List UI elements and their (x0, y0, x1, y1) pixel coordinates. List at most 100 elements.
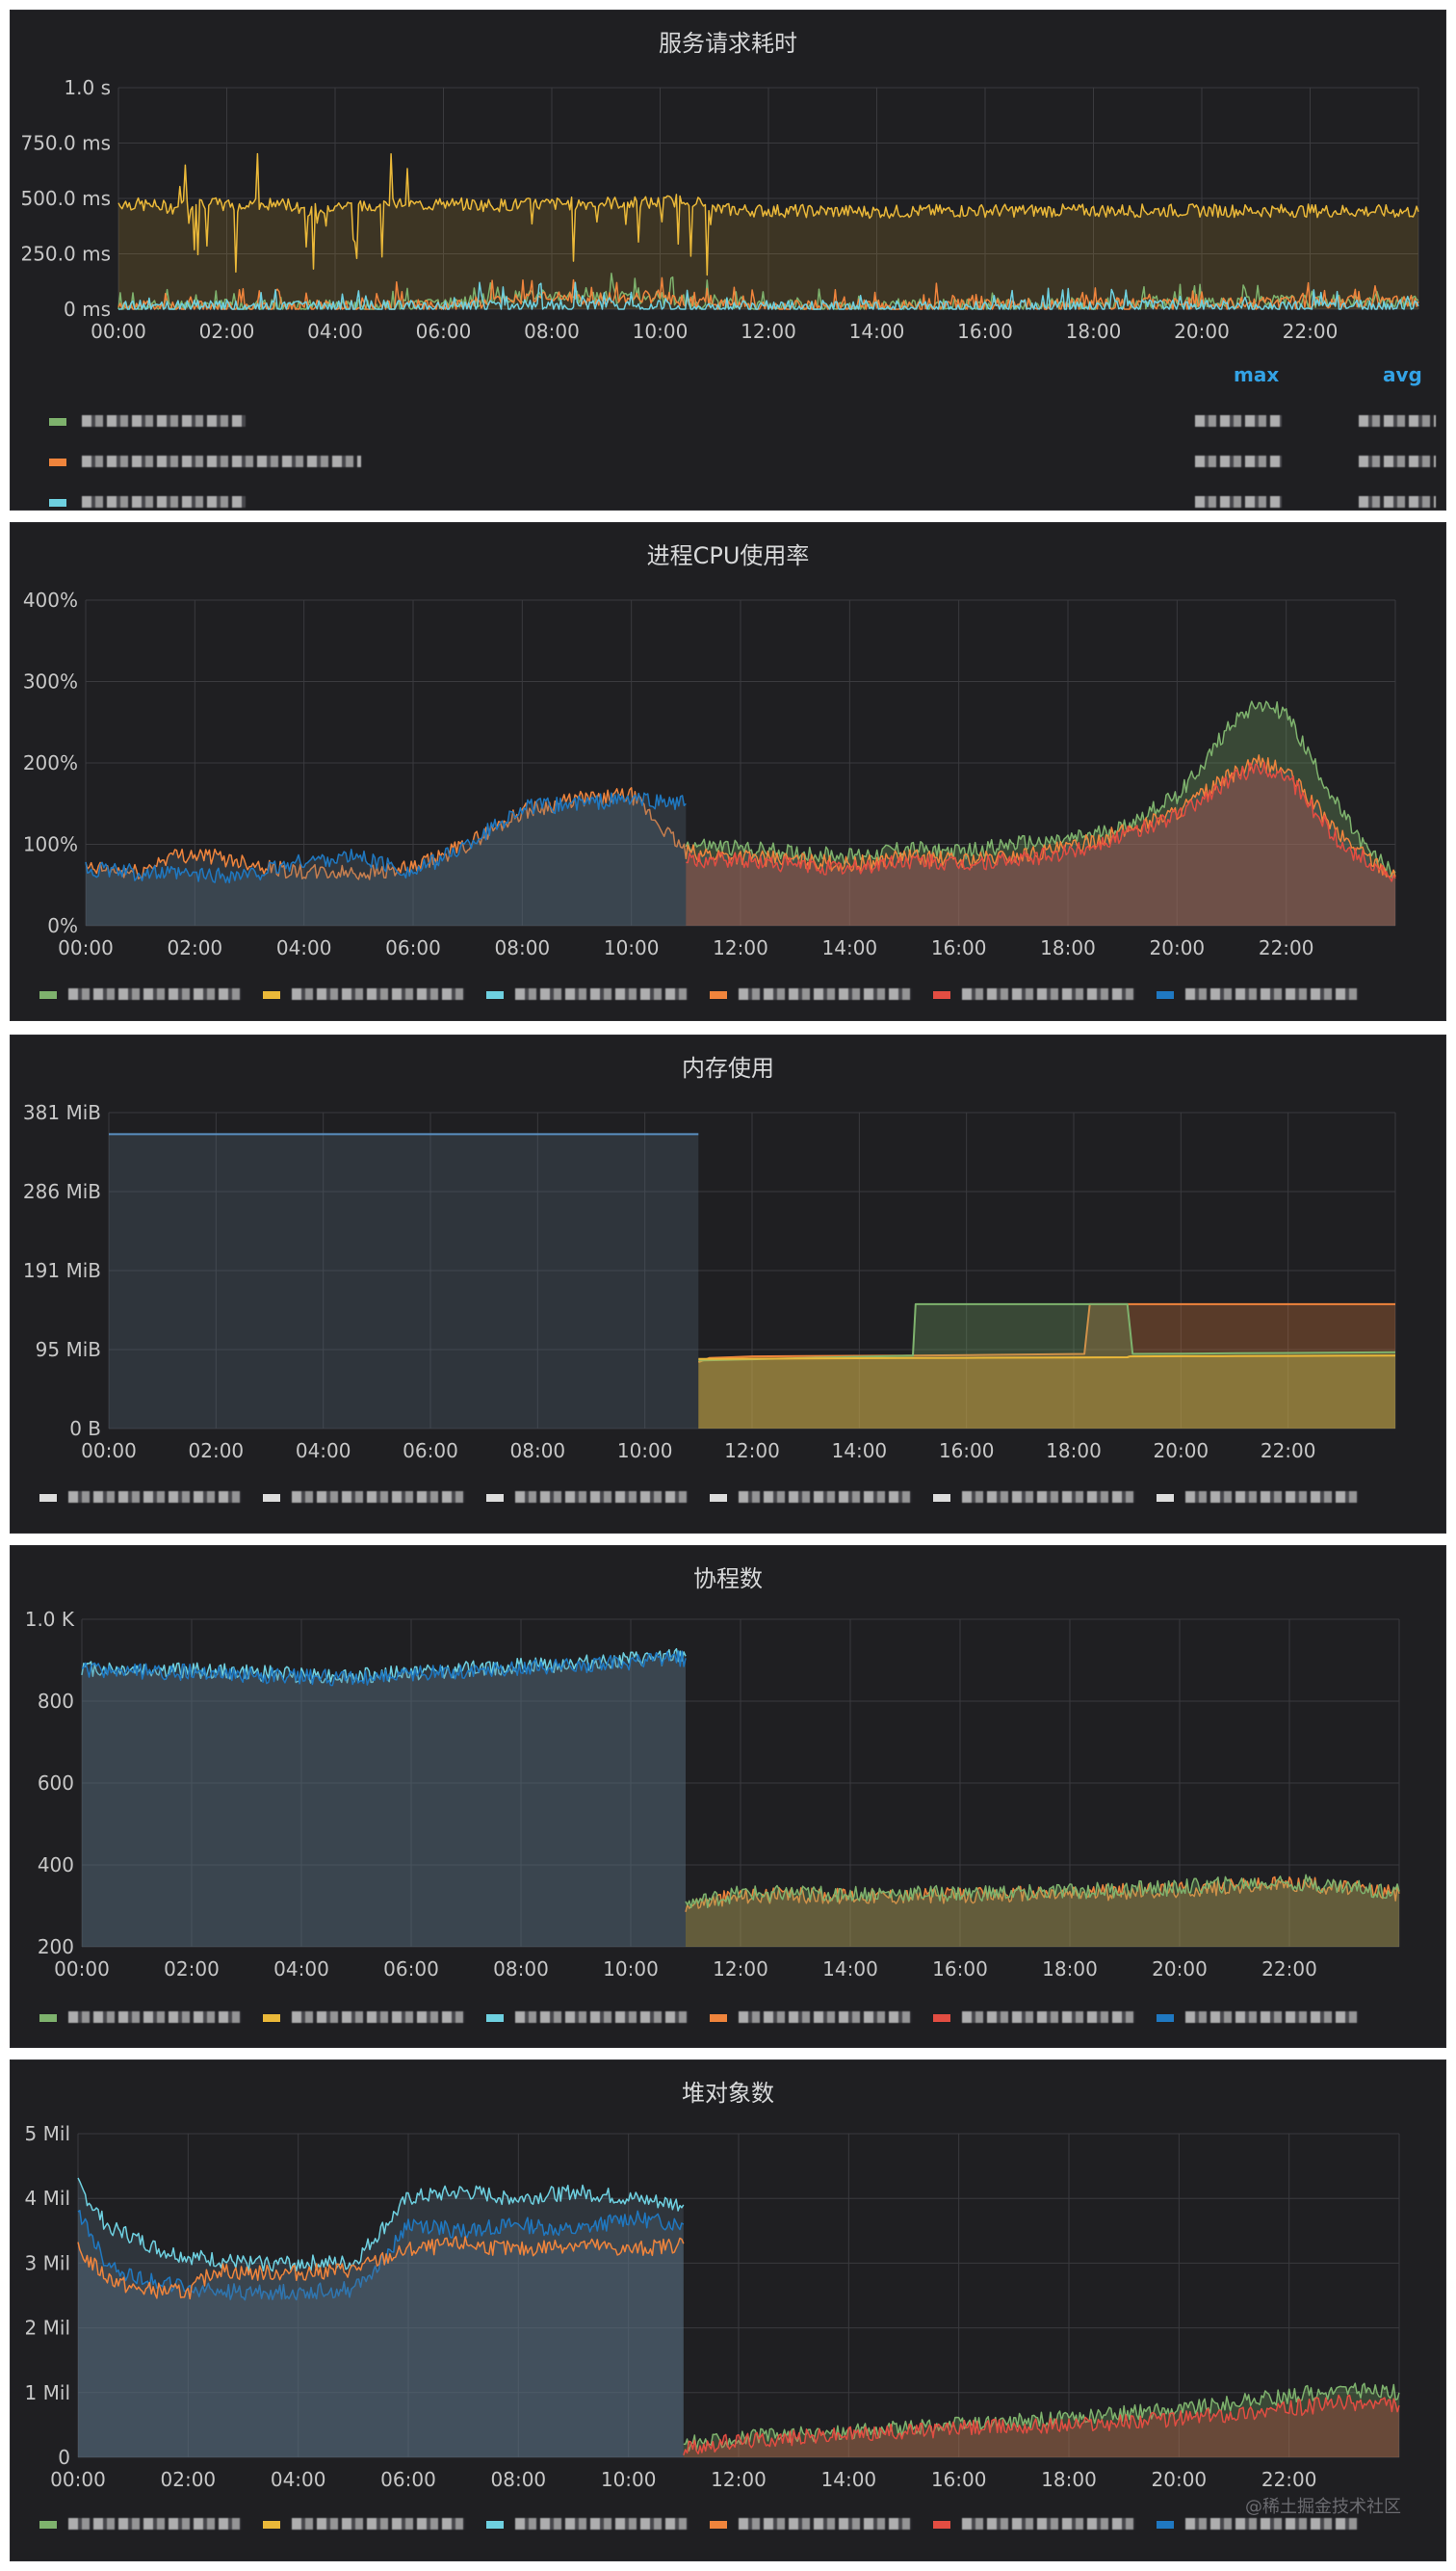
x-tick-label: 00:00 (50, 2468, 106, 2491)
chart-request-latency: 0 ms 250.0 ms 500.0 ms 750.0 ms 1.0 s 00:00 02… (20, 76, 1419, 343)
series-area (686, 701, 1395, 926)
legend-swatch (933, 991, 950, 999)
y-tick-label: 0 ms (64, 298, 111, 321)
legend-item[interactable] (263, 2007, 475, 2028)
legend-swatch (39, 1494, 57, 1502)
series-area (109, 1134, 699, 1429)
series-line (118, 281, 1419, 310)
legend-item[interactable] (486, 984, 698, 1005)
x-tick-label: 10:00 (617, 1439, 673, 1462)
x-tick-label: 00:00 (58, 936, 114, 959)
legend-item[interactable] (933, 1486, 1145, 1508)
x-tick-label: 12:00 (713, 936, 768, 959)
legend-item[interactable] (49, 410, 1436, 432)
x-tick-label: 06:00 (416, 320, 472, 343)
grid (77, 2133, 1400, 2458)
legend-item[interactable] (1157, 2007, 1368, 2028)
legend-swatch (263, 991, 280, 999)
legend-item[interactable] (486, 2007, 698, 2028)
x-tick-label: 10:00 (604, 936, 660, 959)
series-area (78, 2210, 684, 2457)
legend-item[interactable] (263, 2513, 475, 2534)
x-tick-label: 04:00 (276, 936, 332, 959)
legend-item[interactable] (1157, 2513, 1368, 2534)
legend-item[interactable] (710, 984, 922, 1005)
legend-header-avg[interactable]: avg (1383, 363, 1422, 386)
legend-label-redacted (82, 456, 361, 467)
legend-swatch (39, 2014, 57, 2022)
y-tick-label: 800 (38, 1690, 74, 1713)
legend-swatch (486, 1494, 504, 1502)
x-tick-label: 02:00 (168, 936, 223, 959)
legend-item[interactable] (933, 2007, 1145, 2028)
x-tick-label: 22:00 (1259, 936, 1314, 959)
legend-header-max[interactable]: max (1234, 363, 1280, 386)
series-area (82, 1651, 686, 1947)
legend-item[interactable] (39, 2007, 251, 2028)
legend-swatch (263, 2014, 280, 2022)
legend-label-redacted (962, 988, 1135, 1000)
legend-swatch (486, 991, 504, 999)
legend-item[interactable] (710, 2513, 922, 2534)
series-line (85, 792, 687, 884)
y-tick-label: 250.0 ms (20, 243, 111, 266)
legend-item[interactable] (263, 1486, 475, 1508)
legend-item[interactable] (710, 2007, 922, 2028)
legend-item[interactable] (1157, 1486, 1368, 1508)
y-tick-label: 300% (23, 670, 78, 694)
legend-item[interactable] (49, 491, 1436, 510)
x-tick-label: 16:00 (957, 320, 1013, 343)
x-tick-label: 18:00 (1040, 936, 1096, 959)
x-tick-label: 10:00 (633, 320, 689, 343)
legend-item[interactable] (933, 2513, 1145, 2534)
x-tick-label: 14:00 (832, 1439, 888, 1462)
legend-swatch (49, 499, 66, 507)
x-tick-label: 22:00 (1261, 1439, 1316, 1462)
legend-swatch (1157, 2014, 1174, 2022)
y-tick-label: 400 (38, 1853, 74, 1876)
legend-item[interactable] (933, 984, 1145, 1005)
x-tick-label: 08:00 (493, 1957, 549, 1981)
y-tick-label: 0 (58, 2446, 70, 2469)
legend-item[interactable] (486, 2513, 698, 2534)
series-line (77, 2177, 685, 2272)
x-tick-label: 14:00 (822, 936, 878, 959)
legend-label-redacted (1185, 988, 1359, 1000)
y-tick-label: 381 MiB (23, 1101, 101, 1124)
x-tick-label: 06:00 (383, 1957, 439, 1981)
legend-item[interactable] (39, 2513, 251, 2534)
legend-max-redacted (1195, 415, 1282, 427)
legend-item[interactable] (263, 984, 475, 1005)
panel-heap-objects: 堆对象数 0 1 Mil 2 Mil 3 Mil 4 Mil 5 Mil 00:00 02:0… (10, 2059, 1446, 2561)
y-tick-label: 200% (23, 751, 78, 774)
x-tick-label: 04:00 (271, 2468, 326, 2491)
x-tick-label: 12:00 (713, 1957, 768, 1981)
x-tick-label: 00:00 (91, 320, 146, 343)
y-tick-label: 191 MiB (23, 1259, 101, 1282)
series-area (698, 1303, 1395, 1429)
legend-label-redacted (515, 1491, 689, 1503)
chart-memory-usage: 0 B 95 MiB 191 MiB 286 MiB 381 MiB 00:00 02:00… (23, 1101, 1396, 1462)
legend-label-redacted (68, 2518, 242, 2530)
legend-item[interactable] (49, 451, 1436, 472)
legend-item[interactable] (39, 1486, 251, 1508)
legend-item[interactable] (1157, 984, 1368, 1005)
legend-label-redacted (739, 2518, 912, 2530)
legend-swatch (933, 2521, 950, 2529)
x-tick-label: 06:00 (403, 1439, 458, 1462)
legend-swatch (263, 2521, 280, 2529)
series-area (686, 1876, 1399, 1947)
legend-swatch (39, 2521, 57, 2529)
x-tick-label: 02:00 (161, 2468, 217, 2491)
x-tick-label: 08:00 (510, 1439, 566, 1462)
legend-item[interactable] (710, 1486, 922, 1508)
x-tick-label: 00:00 (81, 1439, 137, 1462)
y-tick-label: 500.0 ms (20, 187, 111, 210)
y-tick-label: 0 B (69, 1417, 101, 1440)
legend-label-redacted (82, 415, 246, 427)
legend-item[interactable] (486, 1486, 698, 1508)
y-tick-label: 600 (38, 1771, 74, 1795)
y-tick-label: 750.0 ms (20, 132, 111, 155)
x-tick-label: 08:00 (524, 320, 580, 343)
legend-item[interactable] (39, 984, 251, 1005)
